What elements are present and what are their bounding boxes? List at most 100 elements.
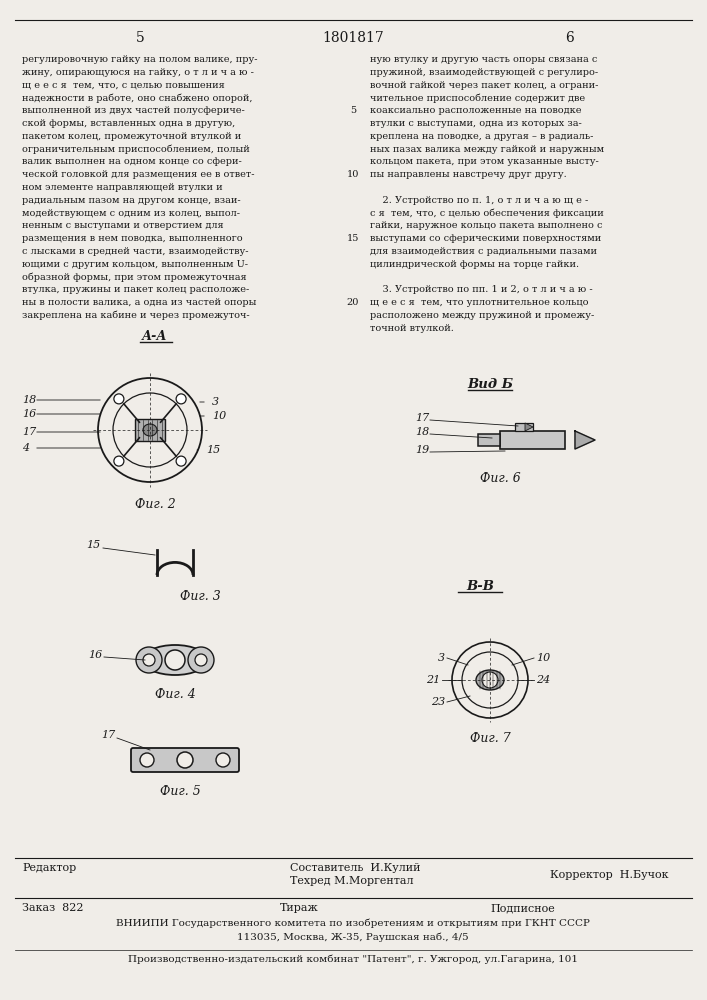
Text: выполненной из двух частей полусфериче-: выполненной из двух частей полусфериче- [22, 106, 245, 115]
Text: втулка, пружины и пакет колец расположе-: втулка, пружины и пакет колец расположе- [22, 285, 250, 294]
Text: ющими с другим кольцом, выполненным U-: ющими с другим кольцом, выполненным U- [22, 260, 248, 269]
Text: Фиг. 2: Фиг. 2 [134, 498, 175, 511]
Text: В-В: В-В [466, 580, 494, 593]
Bar [135, 419, 165, 441]
Text: Составитель  И.Кулий: Составитель И.Кулий [290, 863, 421, 873]
Text: щ е е с я  тем, что, с целью повышения: щ е е с я тем, что, с целью повышения [22, 81, 225, 90]
Text: 10: 10 [212, 411, 226, 421]
Text: Фиг. 6: Фиг. 6 [479, 472, 520, 485]
Text: с я  тем, что, с целью обеспечения фиксации: с я тем, что, с целью обеспечения фиксац… [370, 209, 604, 218]
Text: ческой головкой для размещения ее в ответ-: ческой головкой для размещения ее в отве… [22, 170, 255, 179]
Text: Подписное: Подписное [490, 903, 555, 913]
Text: пакетом колец, промежуточной втулкой и: пакетом колец, промежуточной втулкой и [22, 132, 241, 141]
Text: ограничительным приспособлением, полый: ограничительным приспособлением, полый [22, 145, 250, 154]
Text: выступами со сферическими поверхностями: выступами со сферическими поверхностями [370, 234, 601, 243]
Text: Техред М.Моргентал: Техред М.Моргентал [290, 876, 414, 886]
Ellipse shape [476, 670, 504, 690]
Text: 15: 15 [206, 445, 221, 455]
Text: 17: 17 [415, 413, 429, 423]
Circle shape [176, 456, 186, 466]
Text: вочной гайкой через пакет колец, а ограни-: вочной гайкой через пакет колец, а огран… [370, 81, 598, 90]
Text: 18: 18 [22, 395, 36, 405]
Text: Фиг. 5: Фиг. 5 [160, 785, 200, 798]
Circle shape [176, 394, 186, 404]
Text: втулки с выступами, одна из которых за-: втулки с выступами, одна из которых за- [370, 119, 582, 128]
Text: щ е е с я  тем, что уплотнительное кольцо: щ е е с я тем, что уплотнительное кольцо [370, 298, 588, 307]
Text: 19: 19 [415, 445, 429, 455]
Bar [515, 423, 533, 431]
Text: 3: 3 [212, 397, 219, 407]
Text: Вид Б: Вид Б [467, 378, 513, 391]
Text: надежности в работе, оно снабжено опорой,: надежности в работе, оно снабжено опорой… [22, 93, 252, 103]
Circle shape [216, 753, 230, 767]
Text: А-А: А-А [142, 330, 168, 343]
Text: чительное приспособление содержит две: чительное приспособление содержит две [370, 93, 585, 103]
Text: ных пазах валика между гайкой и наружным: ных пазах валика между гайкой и наружным [370, 145, 604, 154]
Text: 15: 15 [347, 234, 359, 243]
Text: 3: 3 [438, 653, 445, 663]
Circle shape [143, 654, 155, 666]
Text: 16: 16 [88, 650, 102, 660]
Text: ную втулку и другую часть опоры связана с: ную втулку и другую часть опоры связана … [370, 55, 597, 64]
Text: 23: 23 [431, 697, 445, 707]
Circle shape [114, 394, 124, 404]
Polygon shape [525, 423, 533, 431]
Text: 5: 5 [136, 31, 144, 45]
Text: 2. Устройство по п. 1, о т л и ч а ю щ е -: 2. Устройство по п. 1, о т л и ч а ю щ е… [370, 196, 588, 205]
Text: Производственно-издательский комбинат "Патент", г. Ужгород, ул.Гагарина, 101: Производственно-издательский комбинат "П… [128, 955, 578, 964]
Text: 21: 21 [426, 675, 440, 685]
Text: 4: 4 [22, 443, 29, 453]
Text: жину, опирающуюся на гайку, о т л и ч а ю -: жину, опирающуюся на гайку, о т л и ч а … [22, 68, 254, 77]
Text: пы направлены навстречу друг другу.: пы направлены навстречу друг другу. [370, 170, 567, 179]
Text: пружиной, взаимодействующей с регулиро-: пружиной, взаимодействующей с регулиро- [370, 68, 598, 77]
Text: с лысками в средней части, взаимодейству-: с лысками в средней части, взаимодейству… [22, 247, 248, 256]
Text: гайки, наружное кольцо пакета выполнено с: гайки, наружное кольцо пакета выполнено … [370, 221, 602, 230]
Text: креплена на поводке, а другая – в радиаль-: креплена на поводке, а другая – в радиал… [370, 132, 593, 141]
Text: Заказ  822: Заказ 822 [22, 903, 83, 913]
Text: ненным с выступами и отверстием для: ненным с выступами и отверстием для [22, 221, 223, 230]
Text: Редактор: Редактор [22, 863, 76, 873]
Text: Фиг. 3: Фиг. 3 [180, 590, 221, 603]
Circle shape [165, 650, 185, 670]
Text: 16: 16 [22, 409, 36, 419]
Circle shape [177, 752, 193, 768]
Text: 3. Устройство по пп. 1 и 2, о т л и ч а ю -: 3. Устройство по пп. 1 и 2, о т л и ч а … [370, 285, 592, 294]
Polygon shape [575, 431, 595, 449]
Text: Корректор  Н.Бучок: Корректор Н.Бучок [550, 870, 669, 880]
Text: 24: 24 [536, 675, 550, 685]
Text: ВНИИПИ Государственного комитета по изобретениям и открытиям при ГКНТ СССР: ВНИИПИ Государственного комитета по изоб… [116, 918, 590, 928]
Circle shape [188, 647, 214, 673]
Text: закреплена на кабине и через промежуточ-: закреплена на кабине и через промежуточ- [22, 311, 250, 320]
Text: 10: 10 [536, 653, 550, 663]
Text: размещения в нем поводка, выполненного: размещения в нем поводка, выполненного [22, 234, 243, 243]
Text: 113035, Москва, Ж-35, Раушская наб., 4/5: 113035, Москва, Ж-35, Раушская наб., 4/5 [237, 932, 469, 942]
Text: Тираж: Тираж [280, 903, 319, 913]
Text: 5: 5 [350, 106, 356, 115]
Text: точной втулкой.: точной втулкой. [370, 324, 454, 333]
Circle shape [114, 456, 124, 466]
Text: 20: 20 [347, 298, 359, 307]
FancyBboxPatch shape [478, 434, 500, 446]
Text: расположено между пружиной и промежу-: расположено между пружиной и промежу- [370, 311, 595, 320]
Text: 1801817: 1801817 [322, 31, 384, 45]
Text: модействующем с одним из колец, выпол-: модействующем с одним из колец, выпол- [22, 209, 240, 218]
Text: 18: 18 [415, 427, 429, 437]
Text: цилиндрической формы на торце гайки.: цилиндрической формы на торце гайки. [370, 260, 579, 269]
Text: ской формы, вставленных одна в другую,: ской формы, вставленных одна в другую, [22, 119, 235, 128]
Circle shape [136, 647, 162, 673]
Text: для взаимодействия с радиальными пазами: для взаимодействия с радиальными пазами [370, 247, 597, 256]
Text: ны в полости валика, а одна из частей опоры: ны в полости валика, а одна из частей оп… [22, 298, 257, 307]
Circle shape [140, 753, 154, 767]
Text: Фиг. 4: Фиг. 4 [155, 688, 195, 701]
Text: 17: 17 [22, 427, 36, 437]
Text: ном элементе направляющей втулки и: ном элементе направляющей втулки и [22, 183, 223, 192]
Text: Фиг. 7: Фиг. 7 [469, 732, 510, 745]
Text: 10: 10 [347, 170, 359, 179]
FancyBboxPatch shape [131, 748, 239, 772]
Text: регулировочную гайку на полом валике, пру-: регулировочную гайку на полом валике, пр… [22, 55, 257, 64]
Text: образной формы, при этом промежуточная: образной формы, при этом промежуточная [22, 273, 247, 282]
Text: 6: 6 [566, 31, 574, 45]
Text: 15: 15 [86, 540, 100, 550]
Text: радиальным пазом на другом конце, взаи-: радиальным пазом на другом конце, взаи- [22, 196, 240, 205]
Text: валик выполнен на одном конце со сфери-: валик выполнен на одном конце со сфери- [22, 157, 242, 166]
